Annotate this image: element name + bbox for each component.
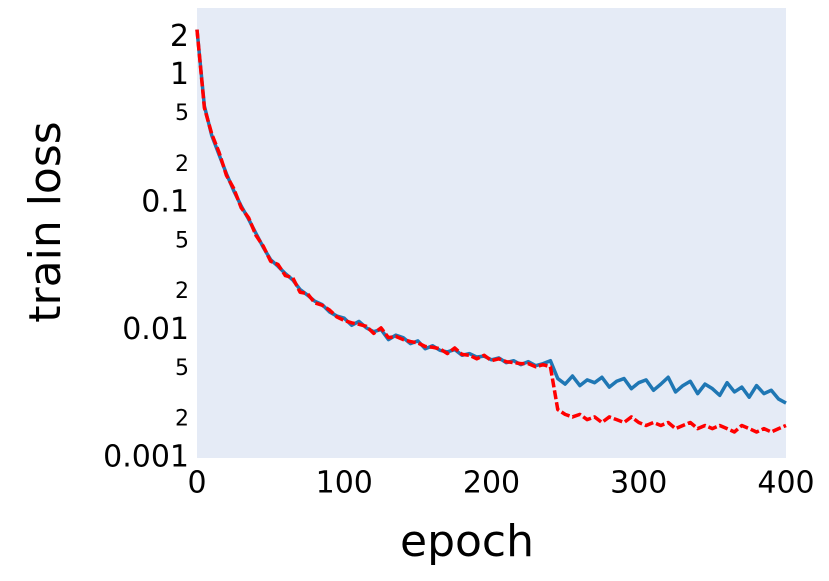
y-tick-label: 5 — [175, 356, 189, 381]
y-tick-label: 0.1 — [141, 185, 189, 220]
y-tick-label: 2 — [175, 152, 189, 177]
y-tick-label: 2 — [170, 19, 189, 54]
x-tick-label: 400 — [757, 466, 814, 501]
y-tick-label: 2 — [175, 279, 189, 304]
y-axis-label: train loss — [20, 121, 71, 322]
y-tick-label: 5 — [175, 229, 189, 254]
x-axis-label: epoch — [400, 516, 534, 567]
x-tick-label: 300 — [610, 466, 667, 501]
line-series — [195, 29, 787, 434]
x-tick-label: 200 — [463, 466, 520, 501]
y-tick-label: 1 — [170, 57, 189, 92]
x-tick-label: 100 — [316, 466, 373, 501]
y-tick-label: 5 — [175, 101, 189, 126]
x-tick-label: 0 — [187, 466, 206, 501]
y-tick-label: 0.001 — [103, 440, 189, 475]
y-tick-label: 0.01 — [122, 312, 189, 347]
y-tick-label: 2 — [175, 407, 189, 432]
